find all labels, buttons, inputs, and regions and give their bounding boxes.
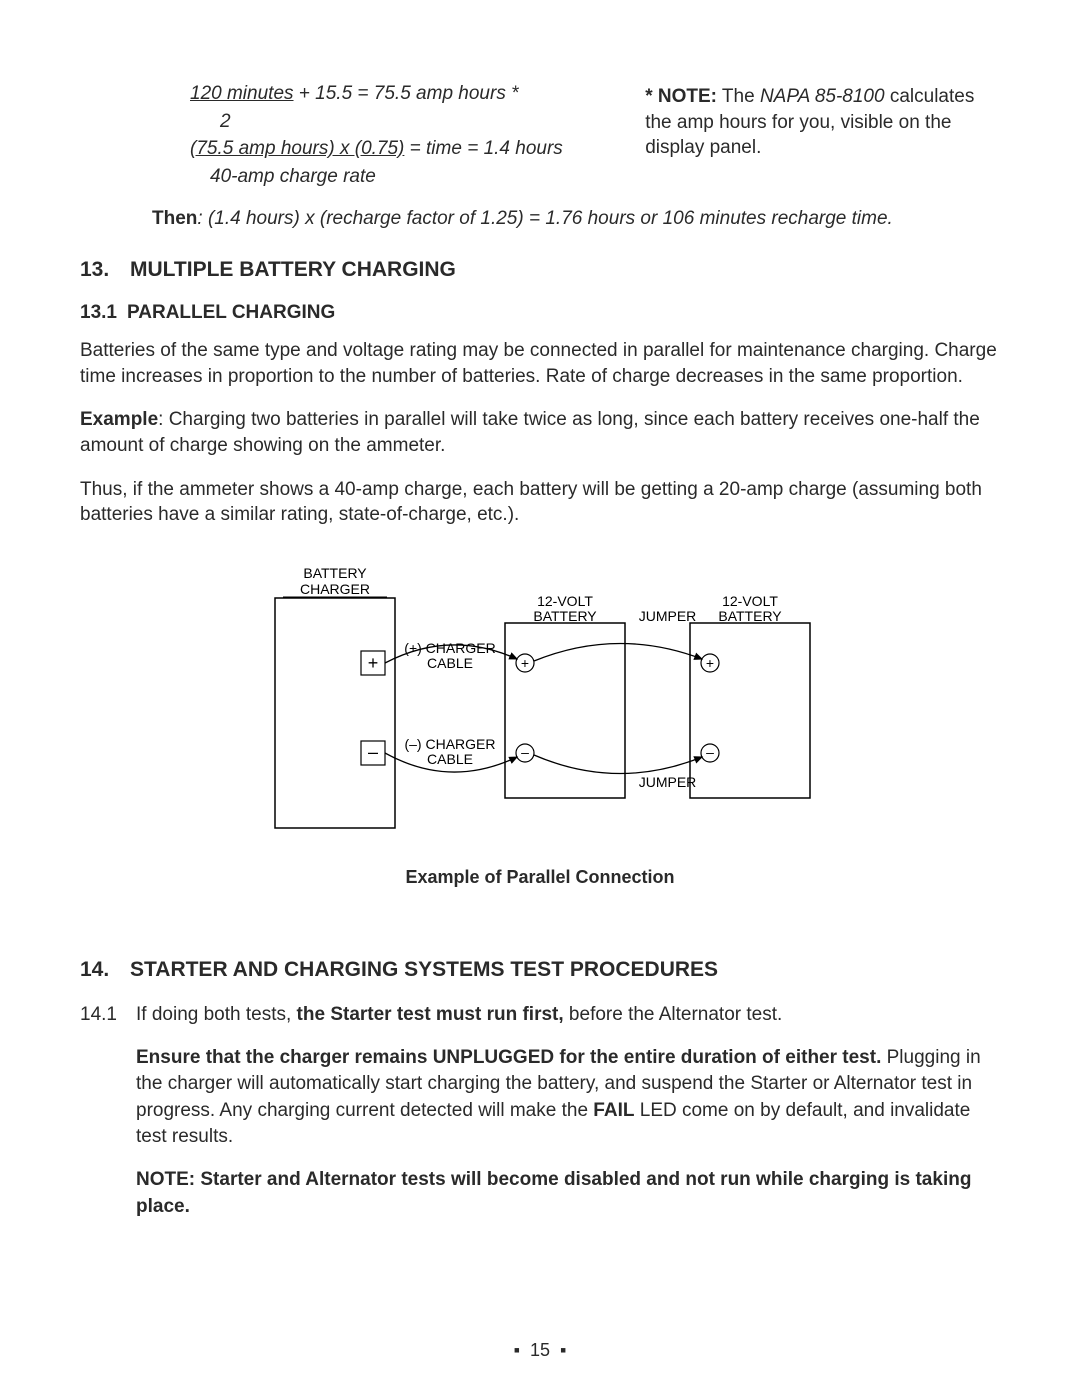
- para-13-1-b: Example: Charging two batteries in paral…: [80, 407, 1000, 458]
- svg-text:BATTERY: BATTERY: [533, 608, 597, 624]
- svg-text:(–) CHARGER: (–) CHARGER: [404, 736, 495, 752]
- svg-text:+: +: [521, 655, 529, 671]
- svg-text:+: +: [368, 653, 379, 673]
- svg-text:+: +: [706, 655, 714, 671]
- diagram-caption: Example of Parallel Connection: [80, 867, 1000, 888]
- calc-line-4: 40-amp charge rate: [190, 163, 595, 191]
- calc-line-2: 2: [190, 108, 595, 136]
- svg-text:–: –: [521, 744, 529, 760]
- svg-text:CHARGER: CHARGER: [300, 581, 370, 597]
- calc-line-1: 120 minutes + 15.5 = 75.5 amp hours *: [190, 80, 595, 108]
- svg-text:JUMPER: JUMPER: [639, 608, 697, 624]
- svg-text:CABLE: CABLE: [427, 655, 473, 671]
- calc-line-3: (75.5 amp hours) x (0.75) = time = 1.4 h…: [190, 135, 595, 163]
- page-number: ▪ 15 ▪: [0, 1340, 1080, 1361]
- svg-text:BATTERY: BATTERY: [718, 608, 782, 624]
- item-14-1-p1: If doing both tests, the Starter test mu…: [136, 1002, 1000, 1029]
- svg-text:12-VOLT: 12-VOLT: [537, 593, 593, 609]
- section-13-heading: 13. MULTIPLE BATTERY CHARGING: [80, 258, 1000, 282]
- svg-text:12-VOLT: 12-VOLT: [722, 593, 778, 609]
- svg-text:–: –: [368, 742, 378, 762]
- item-14-1: 14.1 If doing both tests, the Starter te…: [80, 1002, 1000, 1236]
- item-14-1-p3: NOTE: Starter and Alternator tests will …: [136, 1167, 1000, 1220]
- parallel-diagram: BATTERYCHARGER+–12-VOLTBATTERY+–12-VOLTB…: [80, 558, 1000, 853]
- section-13-1-heading: 13.1 PARALLEL CHARGING: [80, 302, 1000, 324]
- para-13-1-c: Thus, if the ammeter shows a 40-amp char…: [80, 477, 1000, 528]
- item-14-1-p2: Ensure that the charger remains UNPLUGGE…: [136, 1045, 1000, 1151]
- svg-text:CABLE: CABLE: [427, 751, 473, 767]
- para-13-1-a: Batteries of the same type and voltage r…: [80, 338, 1000, 389]
- calculation-block: 120 minutes + 15.5 = 75.5 amp hours * 2 …: [80, 80, 1000, 190]
- section-14-heading: 14. STARTER AND CHARGING SYSTEMS TEST PR…: [80, 958, 1000, 982]
- svg-text:–: –: [706, 744, 714, 760]
- calc-note: * NOTE: The NAPA 85-8100 calculates the …: [645, 80, 1000, 190]
- parallel-diagram-svg: BATTERYCHARGER+–12-VOLTBATTERY+–12-VOLTB…: [260, 558, 820, 848]
- svg-text:BATTERY: BATTERY: [303, 565, 367, 581]
- svg-text:JUMPER: JUMPER: [639, 774, 697, 790]
- then-line: Then: (1.4 hours) x (recharge factor of …: [80, 208, 1000, 230]
- calc-formulas: 120 minutes + 15.5 = 75.5 amp hours * 2 …: [80, 80, 595, 190]
- svg-text:(+) CHARGER: (+) CHARGER: [404, 640, 495, 656]
